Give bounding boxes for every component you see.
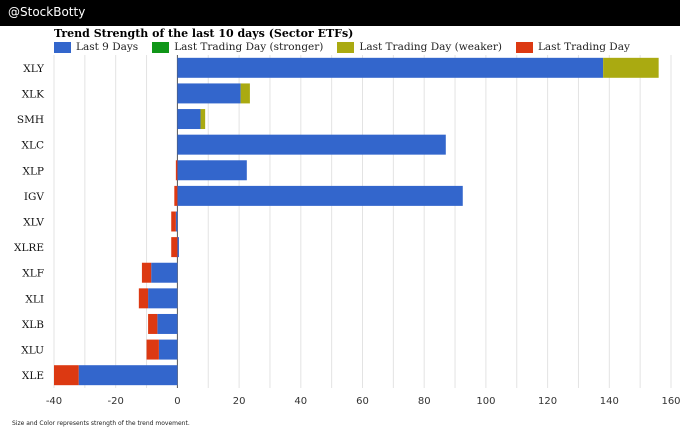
x-tick-label: 100 [476, 396, 495, 407]
bar-xlk-last-9-days [177, 83, 241, 104]
legend-item-stronger: Last Trading Day (stronger) [152, 41, 323, 53]
x-tick-label: -20 [108, 396, 124, 407]
category-label-xly: XLY [23, 63, 45, 75]
bar-xlf-last-9-days [151, 262, 178, 283]
bar-igv-last-9-days [177, 185, 463, 206]
bar-xlb-last-trading-day [148, 313, 158, 334]
legend-swatch-stronger [152, 41, 170, 53]
legend-label-last-9-days: Last 9 Days [76, 41, 139, 53]
bar-xlc-last-9-days [177, 134, 446, 155]
category-label-xlc: XLC [22, 140, 44, 152]
bar-xlu-last-9-days [158, 339, 178, 360]
chart-title: Trend Strength of the last 10 days (Sect… [54, 27, 354, 40]
legend-item-last-9-days: Last 9 Days [54, 41, 138, 53]
footnote: Size and Color represents strength of th… [12, 420, 190, 427]
x-tick-label: 40 [294, 396, 307, 407]
bar-xlv-last-trading-day [171, 211, 176, 232]
category-label-xlp: XLP [22, 165, 44, 177]
x-tick-label: 160 [661, 396, 680, 407]
legend-swatch-weaker [337, 41, 355, 53]
top-banner: @StockBotty [0, 0, 680, 26]
bar-smh-last-trading-day-weaker [200, 109, 206, 130]
legend-item-last-trading-day: Last Trading Day [515, 41, 630, 53]
legend-label-last-trading-day: Last Trading Day [537, 41, 630, 53]
bar-xlk-last-trading-day-weaker [240, 83, 250, 104]
account-handle: @StockBotty [8, 5, 86, 19]
bar-xlv-last-9-days [175, 211, 178, 232]
category-label-xlv: XLV [23, 217, 44, 229]
bar-igv-last-trading-day [174, 185, 178, 206]
bar-xlp-last-trading-day [175, 160, 178, 181]
x-tick-label: 60 [356, 396, 369, 407]
category-label-xlre: XLRE [14, 242, 44, 254]
category-label-xlf: XLF [22, 268, 44, 280]
legend-label-stronger: Last Trading Day (stronger) [174, 41, 324, 53]
category-label-xlb: XLB [22, 319, 44, 331]
legend-label-weaker: Last Trading Day (weaker) [359, 41, 502, 53]
category-label-xlk: XLK [22, 88, 44, 100]
legend-swatch-last-trading-day [515, 41, 533, 53]
bar-xlp-last-9-days [177, 160, 247, 181]
bar-xle-last-9-days [78, 365, 178, 386]
bar-smh-last-9-days [177, 109, 201, 130]
category-label-igv: IGV [24, 191, 45, 203]
chart-legend: Last 9 Days Last Trading Day (stronger) … [54, 40, 644, 54]
bar-xlb-last-9-days [157, 313, 178, 334]
bar-xlre-last-trading-day [171, 237, 178, 258]
bar-xli-last-9-days [148, 288, 178, 309]
x-tick-label: 140 [600, 396, 619, 407]
bar-xlre-last-9-days [177, 237, 179, 258]
bar-xle-last-trading-day [54, 365, 79, 386]
bar-xlf-last-trading-day [141, 262, 152, 283]
bar-xly-last-9-days [177, 57, 604, 78]
x-tick-label: -40 [46, 396, 62, 407]
legend-item-weaker: Last Trading Day (weaker) [337, 41, 502, 53]
x-tick-label: 80 [418, 396, 431, 407]
bar-xli-last-trading-day [138, 288, 149, 309]
bar-xly-last-trading-day-weaker [603, 57, 659, 78]
category-label-xle: XLE [22, 370, 44, 382]
x-tick-label: 20 [233, 396, 246, 407]
category-label-smh: SMH [17, 114, 44, 126]
category-label-xlu: XLU [21, 345, 44, 357]
bar-xlu-last-trading-day [146, 339, 159, 360]
x-tick-label: 0 [174, 396, 180, 407]
legend-swatch-last-9-days [54, 41, 71, 53]
x-tick-label: 120 [538, 396, 557, 407]
category-label-xli: XLI [25, 293, 44, 305]
